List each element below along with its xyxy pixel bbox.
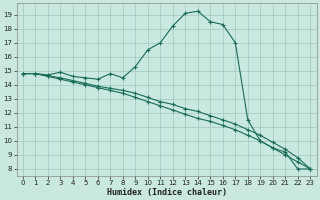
X-axis label: Humidex (Indice chaleur): Humidex (Indice chaleur): [107, 188, 227, 197]
